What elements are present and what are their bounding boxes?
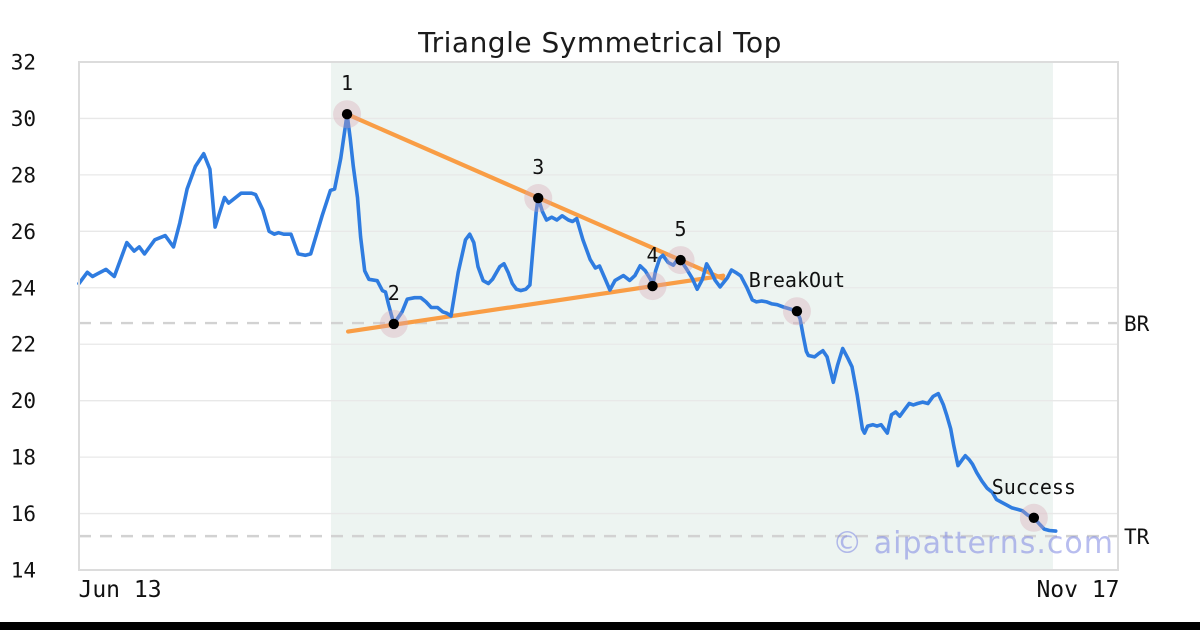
y-tick-label: 24	[11, 276, 36, 300]
point-label-3: 3	[532, 155, 544, 179]
pattern-marker-dot	[675, 254, 686, 266]
x-tick-label: Jun 13	[78, 577, 161, 603]
point-label-2: 2	[388, 281, 400, 305]
bottom-bar	[0, 622, 1200, 630]
price-line	[77, 112, 1058, 533]
y-tick-label: 20	[11, 389, 36, 413]
point-label-breakout: BreakOut	[749, 268, 845, 292]
plot-border	[78, 61, 1119, 571]
y-tick-label: 28	[11, 163, 36, 187]
point-label-success: Success	[992, 475, 1076, 499]
pattern-marker-dot	[1028, 512, 1040, 523]
y-tick-label: 30	[11, 107, 36, 131]
x-tick-label: Nov 17	[1036, 577, 1119, 603]
tr-level-label: TR	[1124, 525, 1150, 549]
br-level-label: BR	[1124, 312, 1150, 336]
point-label-4: 4	[647, 243, 659, 267]
y-tick-label: 22	[11, 333, 36, 357]
lower-trendline	[346, 273, 726, 334]
pattern-marker-dot	[388, 318, 400, 330]
y-tick-label: 32	[11, 51, 36, 75]
pattern-marker-dot	[791, 306, 803, 317]
chart-title: Triangle Symmetrical Top	[418, 26, 782, 59]
y-tick-label: 16	[11, 502, 36, 526]
pattern-marker-dot	[647, 280, 658, 292]
pattern-marker-dot	[533, 192, 544, 204]
watermark: © aipatterns.com	[832, 526, 1114, 561]
point-label-1: 1	[341, 71, 353, 95]
y-tick-label: 26	[11, 220, 36, 244]
y-tick-label: 14	[11, 559, 36, 583]
pattern-marker-dot	[341, 109, 353, 120]
y-tick-label: 18	[11, 446, 36, 470]
point-label-5: 5	[675, 217, 687, 241]
